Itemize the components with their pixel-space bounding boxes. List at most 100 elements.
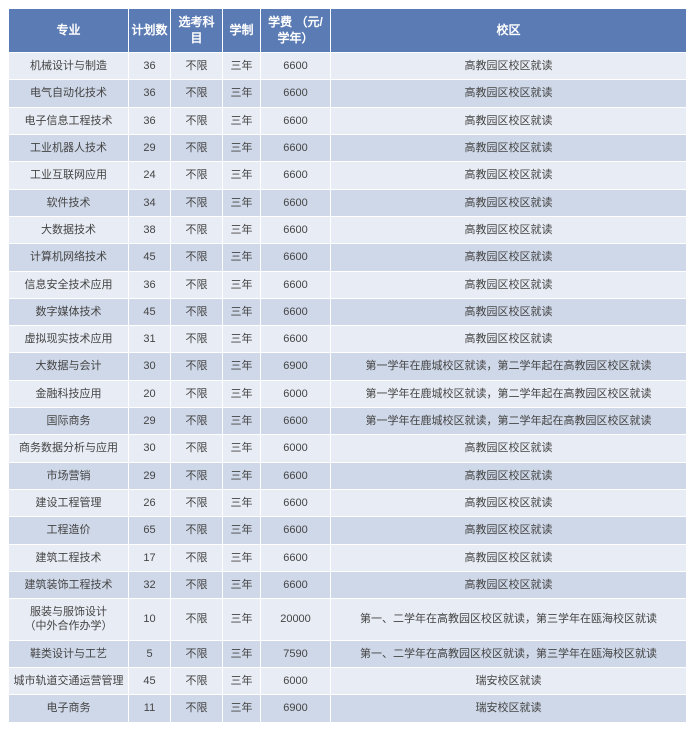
cell-plan: 20 (129, 380, 171, 407)
cell-plan: 36 (129, 271, 171, 298)
table-row: 电子信息工程技术36不限三年6600高教园区校区就读 (9, 107, 687, 134)
cell-duration: 三年 (223, 298, 261, 325)
cell-fee: 6600 (261, 544, 331, 571)
cell-subject: 不限 (171, 107, 223, 134)
cell-plan: 29 (129, 135, 171, 162)
cell-fee: 6900 (261, 695, 331, 722)
cell-plan: 32 (129, 571, 171, 598)
cell-subject: 不限 (171, 408, 223, 435)
cell-subject: 不限 (171, 435, 223, 462)
cell-subject: 不限 (171, 244, 223, 271)
cell-duration: 三年 (223, 668, 261, 695)
cell-major: 建筑工程技术 (9, 544, 129, 571)
cell-campus: 高教园区校区就读 (331, 326, 687, 353)
cell-subject: 不限 (171, 599, 223, 641)
table-row: 机械设计与制造36不限三年6600高教园区校区就读 (9, 53, 687, 80)
table-header: 专业 计划数 选考科目 学制 学费 （元/学年） 校区 (9, 9, 687, 53)
cell-campus: 第一学年在鹿城校区就读，第二学年起在高教园区校区就读 (331, 380, 687, 407)
table-row: 建设工程管理26不限三年6600高教园区校区就读 (9, 489, 687, 516)
cell-campus: 第一、二学年在高教园区校区就读，第三学年在瓯海校区就读 (331, 599, 687, 641)
cell-campus: 高教园区校区就读 (331, 53, 687, 80)
cell-plan: 45 (129, 298, 171, 325)
cell-plan: 24 (129, 162, 171, 189)
cell-duration: 三年 (223, 271, 261, 298)
table-row: 建筑装饰工程技术32不限三年6600高教园区校区就读 (9, 571, 687, 598)
col-header-plan: 计划数 (129, 9, 171, 53)
cell-plan: 36 (129, 80, 171, 107)
cell-duration: 三年 (223, 326, 261, 353)
cell-fee: 7590 (261, 640, 331, 667)
cell-subject: 不限 (171, 53, 223, 80)
cell-subject: 不限 (171, 668, 223, 695)
cell-plan: 17 (129, 544, 171, 571)
col-header-campus: 校区 (331, 9, 687, 53)
cell-duration: 三年 (223, 53, 261, 80)
cell-duration: 三年 (223, 695, 261, 722)
cell-campus: 高教园区校区就读 (331, 435, 687, 462)
cell-duration: 三年 (223, 640, 261, 667)
cell-duration: 三年 (223, 135, 261, 162)
cell-fee: 6600 (261, 408, 331, 435)
cell-major: 电子信息工程技术 (9, 107, 129, 134)
cell-fee: 6600 (261, 462, 331, 489)
cell-campus: 高教园区校区就读 (331, 489, 687, 516)
cell-fee: 6600 (261, 298, 331, 325)
cell-major: 软件技术 (9, 189, 129, 216)
cell-major: 建筑装饰工程技术 (9, 571, 129, 598)
table-row: 金融科技应用20不限三年6000第一学年在鹿城校区就读，第二学年起在高教园区校区… (9, 380, 687, 407)
table-row: 电子商务11不限三年6900瑞安校区就读 (9, 695, 687, 722)
cell-fee: 6600 (261, 80, 331, 107)
cell-subject: 不限 (171, 695, 223, 722)
cell-subject: 不限 (171, 216, 223, 243)
cell-major: 信息安全技术应用 (9, 271, 129, 298)
table-row: 工业机器人技术29不限三年6600高教园区校区就读 (9, 135, 687, 162)
cell-major: 商务数据分析与应用 (9, 435, 129, 462)
cell-major: 工业互联网应用 (9, 162, 129, 189)
cell-duration: 三年 (223, 244, 261, 271)
cell-plan: 11 (129, 695, 171, 722)
cell-plan: 34 (129, 189, 171, 216)
table-row: 鞋类设计与工艺5不限三年7590第一、二学年在高教园区校区就读，第三学年在瓯海校… (9, 640, 687, 667)
cell-subject: 不限 (171, 298, 223, 325)
cell-major: 鞋类设计与工艺 (9, 640, 129, 667)
cell-campus: 高教园区校区就读 (331, 571, 687, 598)
cell-subject: 不限 (171, 640, 223, 667)
table-row: 工业互联网应用24不限三年6600高教园区校区就读 (9, 162, 687, 189)
table-row: 城市轨道交通运营管理45不限三年6000瑞安校区就读 (9, 668, 687, 695)
cell-campus: 高教园区校区就读 (331, 162, 687, 189)
cell-subject: 不限 (171, 326, 223, 353)
cell-campus: 高教园区校区就读 (331, 189, 687, 216)
cell-major: 建设工程管理 (9, 489, 129, 516)
table-row: 商务数据分析与应用30不限三年6000高教园区校区就读 (9, 435, 687, 462)
cell-fee: 6600 (261, 244, 331, 271)
cell-campus: 第一学年在鹿城校区就读，第二学年起在高教园区校区就读 (331, 353, 687, 380)
cell-plan: 36 (129, 53, 171, 80)
cell-plan: 29 (129, 408, 171, 435)
table-row: 建筑工程技术17不限三年6600高教园区校区就读 (9, 544, 687, 571)
cell-duration: 三年 (223, 353, 261, 380)
cell-campus: 高教园区校区就读 (331, 298, 687, 325)
cell-subject: 不限 (171, 135, 223, 162)
table-row: 电气自动化技术36不限三年6600高教园区校区就读 (9, 80, 687, 107)
admissions-table: 专业 计划数 选考科目 学制 学费 （元/学年） 校区 机械设计与制造36不限三… (8, 8, 687, 723)
cell-duration: 三年 (223, 489, 261, 516)
cell-fee: 6600 (261, 189, 331, 216)
table-row: 信息安全技术应用36不限三年6600高教园区校区就读 (9, 271, 687, 298)
cell-plan: 10 (129, 599, 171, 641)
cell-plan: 38 (129, 216, 171, 243)
cell-duration: 三年 (223, 189, 261, 216)
table-row: 计算机网络技术45不限三年6600高教园区校区就读 (9, 244, 687, 271)
table-row: 服装与服饰设计 （中外合作办学）10不限三年20000第一、二学年在高教园区校区… (9, 599, 687, 641)
cell-fee: 6600 (261, 135, 331, 162)
cell-duration: 三年 (223, 435, 261, 462)
table-row: 大数据与会计30不限三年6900第一学年在鹿城校区就读，第二学年起在高教园区校区… (9, 353, 687, 380)
cell-subject: 不限 (171, 462, 223, 489)
cell-major: 城市轨道交通运营管理 (9, 668, 129, 695)
cell-campus: 瑞安校区就读 (331, 695, 687, 722)
cell-plan: 29 (129, 462, 171, 489)
cell-plan: 36 (129, 107, 171, 134)
col-header-major: 专业 (9, 9, 129, 53)
cell-campus: 高教园区校区就读 (331, 517, 687, 544)
cell-major: 国际商务 (9, 408, 129, 435)
table-row: 大数据技术38不限三年6600高教园区校区就读 (9, 216, 687, 243)
